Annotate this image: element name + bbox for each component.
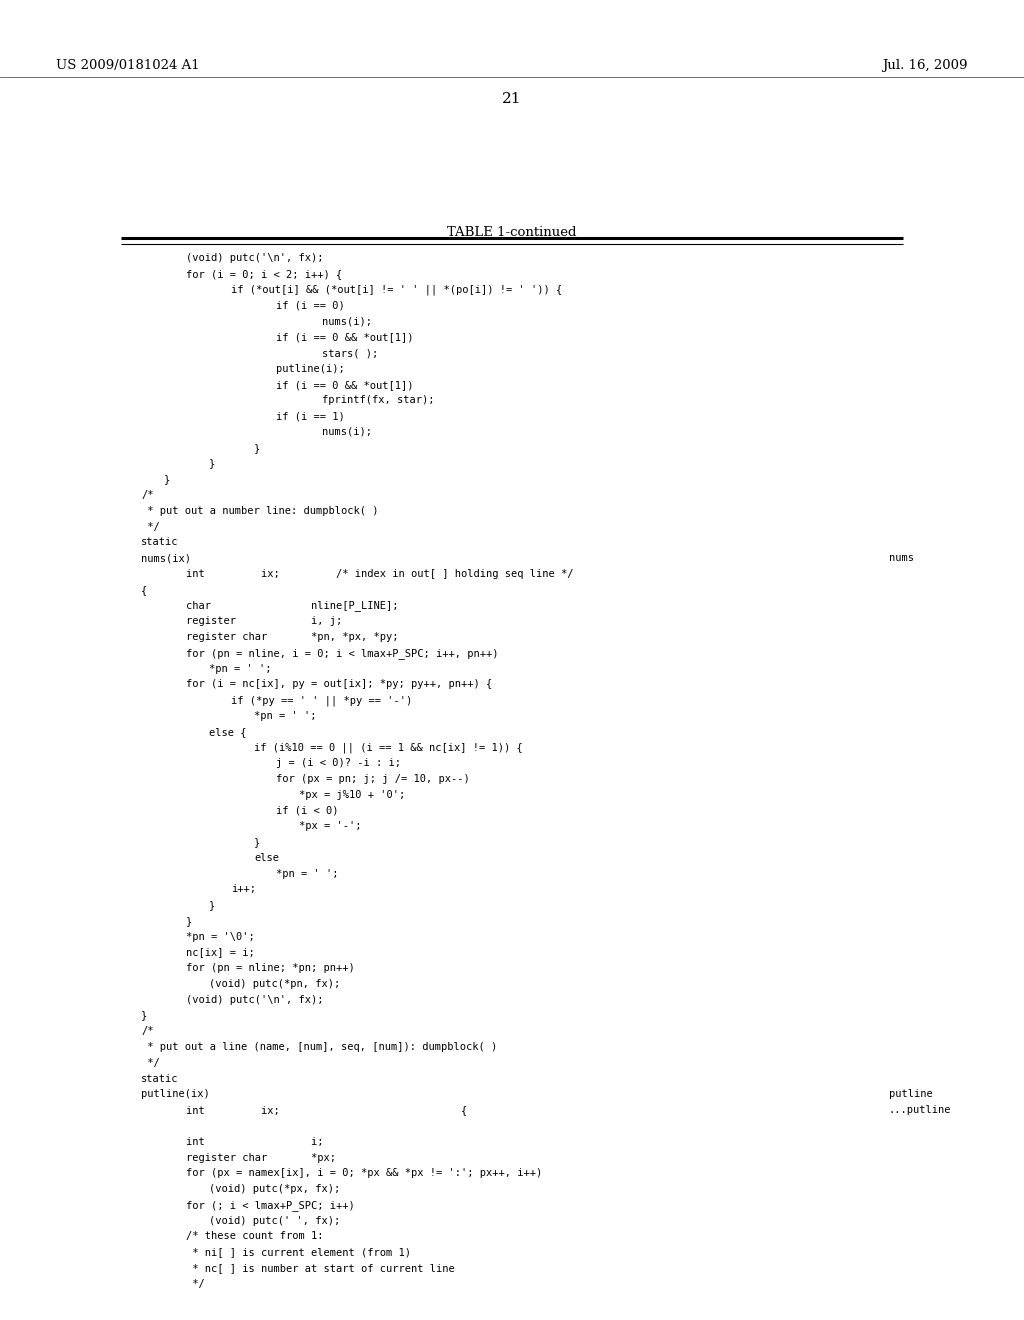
- Text: nums(i);: nums(i);: [322, 317, 372, 326]
- Text: else {: else {: [209, 726, 247, 737]
- Text: }: }: [164, 474, 170, 484]
- Text: */: */: [141, 1057, 160, 1068]
- Text: *pn = '\0';: *pn = '\0';: [186, 932, 255, 941]
- Text: TABLE 1-continued: TABLE 1-continued: [447, 226, 577, 239]
- Text: for (i = 0; i < 2; i++) {: for (i = 0; i < 2; i++) {: [186, 269, 343, 280]
- Text: char                nline[P_LINE];: char nline[P_LINE];: [186, 601, 399, 611]
- Text: if (*out[i] && (*out[i] != ' ' || *(po[i]) != ' ')) {: if (*out[i] && (*out[i] != ' ' || *(po[i…: [231, 285, 562, 296]
- Text: for (; i < lmax+P_SPC; i++): for (; i < lmax+P_SPC; i++): [186, 1200, 355, 1210]
- Text: * nc[ ] is number at start of current line: * nc[ ] is number at start of current li…: [186, 1263, 455, 1272]
- Text: */: */: [141, 521, 160, 532]
- Text: stars( );: stars( );: [322, 348, 378, 358]
- Text: (void) putc(*pn, fx);: (void) putc(*pn, fx);: [209, 979, 340, 989]
- Text: for (px = pn; j; j /= 10, px--): for (px = pn; j; j /= 10, px--): [276, 774, 470, 784]
- Text: int                 i;: int i;: [186, 1137, 324, 1147]
- Text: }: }: [186, 916, 193, 925]
- Text: }: }: [209, 458, 215, 469]
- Text: if (i == 1): if (i == 1): [276, 412, 345, 421]
- Text: * put out a number line: dumpblock( ): * put out a number line: dumpblock( ): [141, 506, 379, 516]
- Text: static: static: [141, 537, 179, 548]
- Text: if (i == 0 && *out[1]): if (i == 0 && *out[1]): [276, 380, 414, 389]
- Text: nums(i);: nums(i);: [322, 426, 372, 437]
- Text: else: else: [254, 853, 279, 863]
- Text: *pn = ' ';: *pn = ' ';: [254, 711, 316, 721]
- Text: (void) putc('\n', fx);: (void) putc('\n', fx);: [186, 995, 324, 1005]
- Text: }: }: [141, 1011, 147, 1020]
- Text: Jul. 16, 2009: Jul. 16, 2009: [883, 59, 968, 73]
- Text: i++;: i++;: [231, 884, 256, 895]
- Text: /*: /*: [141, 490, 154, 500]
- Text: register char       *px;: register char *px;: [186, 1152, 336, 1163]
- Text: * put out a line (name, [num], seq, [num]): dumpblock( ): * put out a line (name, [num], seq, [num…: [141, 1043, 498, 1052]
- Text: j = (i < 0)? -i : i;: j = (i < 0)? -i : i;: [276, 758, 401, 768]
- Text: fprintf(fx, star);: fprintf(fx, star);: [322, 396, 434, 405]
- Text: *px = '-';: *px = '-';: [299, 821, 361, 832]
- Text: }: }: [254, 442, 260, 453]
- Text: 21: 21: [502, 92, 522, 107]
- Text: nc[ix] = i;: nc[ix] = i;: [186, 948, 255, 957]
- Text: if (i == 0 && *out[1]): if (i == 0 && *out[1]): [276, 333, 414, 342]
- Text: putline(i);: putline(i);: [276, 364, 345, 374]
- Text: }: }: [209, 900, 215, 911]
- Text: US 2009/0181024 A1: US 2009/0181024 A1: [56, 59, 200, 73]
- Text: register            i, j;: register i, j;: [186, 616, 343, 626]
- Text: *px = j%10 + '0';: *px = j%10 + '0';: [299, 789, 406, 800]
- Text: (void) putc(' ', fx);: (void) putc(' ', fx);: [209, 1216, 340, 1226]
- Text: /*: /*: [141, 1027, 154, 1036]
- Text: */: */: [186, 1279, 205, 1288]
- Text: *pn = ' ';: *pn = ' ';: [276, 869, 339, 879]
- Text: /* these count from 1:: /* these count from 1:: [186, 1232, 324, 1241]
- Text: (void) putc(*px, fx);: (void) putc(*px, fx);: [209, 1184, 340, 1195]
- Text: if (i%10 == 0 || (i == 1 && nc[ix] != 1)) {: if (i%10 == 0 || (i == 1 && nc[ix] != 1)…: [254, 742, 522, 752]
- Text: for (pn = nline, i = 0; i < lmax+P_SPC; i++, pn++): for (pn = nline, i = 0; i < lmax+P_SPC; …: [186, 648, 499, 659]
- Text: register char       *pn, *px, *py;: register char *pn, *px, *py;: [186, 632, 399, 642]
- Text: * ni[ ] is current element (from 1): * ni[ ] is current element (from 1): [186, 1247, 412, 1257]
- Text: putline: putline: [889, 1089, 933, 1100]
- Text: (void) putc('\n', fx);: (void) putc('\n', fx);: [186, 253, 324, 264]
- Text: if (i < 0): if (i < 0): [276, 805, 339, 816]
- Text: nums(ix): nums(ix): [141, 553, 191, 564]
- Text: int         ix;         /* index in out[ ] holding seq line */: int ix; /* index in out[ ] holding seq l…: [186, 569, 573, 579]
- Text: *pn = ' ';: *pn = ' ';: [209, 664, 271, 673]
- Text: {: {: [141, 585, 147, 595]
- Text: for (i = nc[ix], py = out[ix]; *py; py++, pn++) {: for (i = nc[ix], py = out[ix]; *py; py++…: [186, 680, 493, 689]
- Text: for (px = namex[ix], i = 0; *px && *px != ':'; px++, i++): for (px = namex[ix], i = 0; *px && *px !…: [186, 1168, 543, 1179]
- Text: ...putline: ...putline: [889, 1105, 951, 1115]
- Text: if (*py == ' ' || *py == '-'): if (*py == ' ' || *py == '-'): [231, 696, 413, 706]
- Text: if (i == 0): if (i == 0): [276, 301, 345, 310]
- Text: static: static: [141, 1073, 179, 1084]
- Text: int         ix;                             {: int ix; {: [186, 1105, 468, 1115]
- Text: nums: nums: [889, 553, 913, 564]
- Text: putline(ix): putline(ix): [141, 1089, 210, 1100]
- Text: for (pn = nline; *pn; pn++): for (pn = nline; *pn; pn++): [186, 964, 355, 973]
- Text: }: }: [254, 837, 260, 847]
